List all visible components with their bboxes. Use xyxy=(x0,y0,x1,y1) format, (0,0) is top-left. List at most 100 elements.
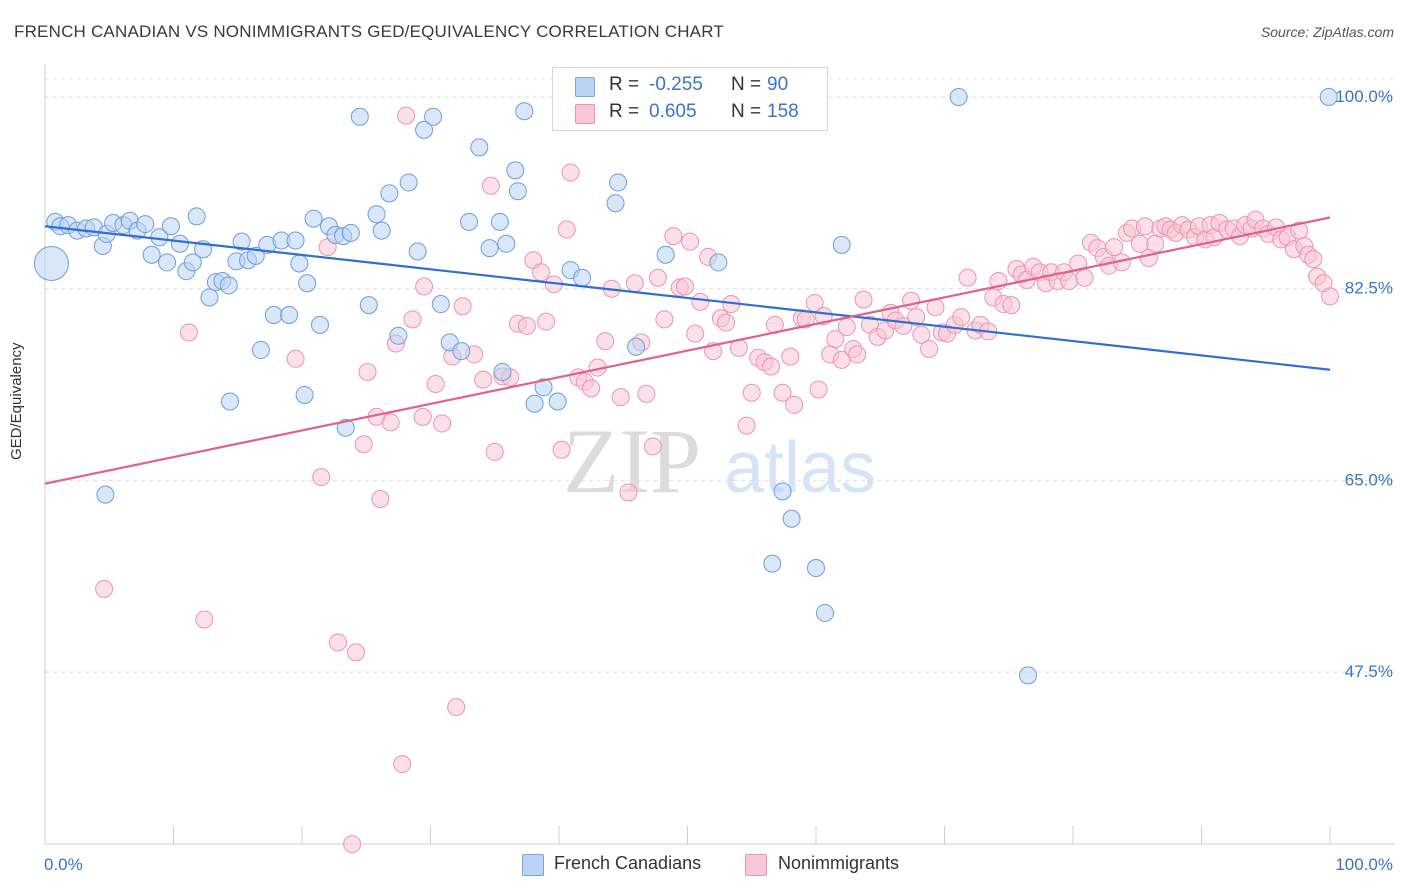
r-label: R = xyxy=(609,101,640,122)
nonimmigrants-point xyxy=(426,375,445,394)
nonimmigrants-point xyxy=(691,292,710,311)
nonimmigrants-point xyxy=(532,263,551,282)
n-value: 158 xyxy=(767,101,799,122)
french-canadians-point xyxy=(470,138,489,157)
nonimmigrants-point xyxy=(907,308,926,327)
nonimmigrants-point xyxy=(1135,217,1154,236)
nonimmigrants-point xyxy=(537,312,556,331)
nonimmigrants-points xyxy=(95,106,1339,854)
french-canadians-point xyxy=(627,337,646,356)
french-canadians-point xyxy=(493,362,512,381)
french-canadians-point xyxy=(136,215,155,234)
french-canadians-point xyxy=(525,394,544,413)
french-canadians-point xyxy=(424,107,443,126)
nonimmigrants-point xyxy=(912,325,931,344)
y-tick-label: 82.5% xyxy=(1345,279,1393,298)
french-canadians-point xyxy=(452,342,471,361)
y-tick-label: 65.0% xyxy=(1345,470,1393,489)
french-canadians-point xyxy=(298,274,317,293)
nonimmigrants-point xyxy=(773,383,792,402)
nonimmigrants-point xyxy=(920,339,939,358)
french-canadians-point xyxy=(415,120,434,139)
pink-swatch-icon xyxy=(575,104,595,124)
nonimmigrants-point xyxy=(737,416,756,435)
nonimmigrants-point xyxy=(286,349,305,368)
french-canadians-point xyxy=(219,276,238,295)
french-canadians-point xyxy=(782,509,801,528)
trend-lines xyxy=(44,216,1331,485)
nonimmigrants-point xyxy=(848,345,867,364)
nonimmigrants-point xyxy=(958,268,977,287)
french-canadians-point xyxy=(161,217,180,236)
blue-swatch-icon xyxy=(575,77,595,97)
nonimmigrants-point xyxy=(403,310,422,329)
nonimmigrants-point xyxy=(358,362,377,381)
nonimmigrants-point xyxy=(596,332,615,351)
stats-box: R = -0.255 N = 90 R = 0.605 N = 158 xyxy=(552,67,828,131)
french-canadians-point xyxy=(372,221,391,240)
french-canadians-point xyxy=(534,378,553,397)
nonimmigrants-point xyxy=(826,330,845,349)
french-canadians-point xyxy=(232,232,251,251)
nonimmigrants-point xyxy=(561,163,580,182)
y-axis-title: GED/Equivalency xyxy=(8,342,25,460)
nonimmigrants-point xyxy=(1060,272,1079,291)
french-canadians-point xyxy=(506,161,525,180)
nonimmigrants-point xyxy=(643,437,662,456)
french-canadians-point xyxy=(183,253,202,272)
french-canadians-point xyxy=(350,107,369,126)
french-canadians-point xyxy=(304,209,323,228)
french-canadians-point xyxy=(573,268,592,287)
french-canadians-point xyxy=(832,235,851,254)
nonimmigrants-point xyxy=(354,435,373,454)
nonimmigrants-trend-line xyxy=(44,216,1331,485)
r-label: R = xyxy=(609,74,640,95)
french-canadians-point xyxy=(508,182,527,201)
french-canadians-point xyxy=(497,234,516,253)
nonimmigrants-point xyxy=(393,755,412,774)
nonimmigrants-point xyxy=(481,176,500,195)
french-canadians-point xyxy=(290,254,309,273)
french-canadians-point xyxy=(200,288,219,307)
nonimmigrants-point xyxy=(686,324,705,343)
french-canadians-point xyxy=(490,212,509,231)
n-label: N = xyxy=(731,74,762,95)
french-canadians-point xyxy=(709,253,728,272)
nonimmigrants-point xyxy=(346,643,365,662)
nonimmigrants-point xyxy=(664,227,683,246)
nonimmigrants-point xyxy=(433,414,452,433)
y-tick-label: 100.0% xyxy=(1335,87,1393,106)
nonimmigrants-point xyxy=(95,579,114,598)
french-canadians-point xyxy=(264,305,283,324)
nonimmigrants-point xyxy=(717,313,736,332)
nonimmigrants-point xyxy=(655,310,674,329)
french-canadians-point xyxy=(609,173,628,192)
french-canadians-point xyxy=(170,234,189,253)
nonimmigrants-point xyxy=(681,232,700,251)
french-canadians-point xyxy=(142,245,161,264)
french-canadians-point xyxy=(389,326,408,345)
n-value: 90 xyxy=(767,74,789,95)
french-canadians-point xyxy=(606,194,625,213)
french-canadians-point xyxy=(336,418,355,437)
nonimmigrants-point xyxy=(447,698,466,717)
nonimmigrants-point xyxy=(619,483,638,502)
french-canadians-point xyxy=(367,205,386,224)
nonimmigrants-point xyxy=(675,277,694,296)
y-tick-label: 47.5% xyxy=(1345,662,1393,681)
r-value: 0.605 xyxy=(649,101,697,122)
nonimmigrants-point xyxy=(952,308,971,327)
nonimmigrants-point xyxy=(785,395,804,414)
french-canadians-point xyxy=(1019,666,1038,685)
n-label: N = xyxy=(731,101,762,122)
nonimmigrants-point xyxy=(485,442,504,461)
nonimmigrants-point xyxy=(809,380,828,399)
nonimmigrants-point xyxy=(557,220,576,239)
french-canadians-point xyxy=(460,212,479,231)
stats-row-nonimmigrants: R = 0.605 N = 158 xyxy=(553,101,827,127)
x-tick-label: 0.0% xyxy=(44,855,83,874)
nonimmigrants-point xyxy=(582,379,601,398)
french-canadians-point xyxy=(221,392,240,411)
french-canadians-point xyxy=(341,223,360,242)
nonimmigrants-point xyxy=(625,274,644,293)
